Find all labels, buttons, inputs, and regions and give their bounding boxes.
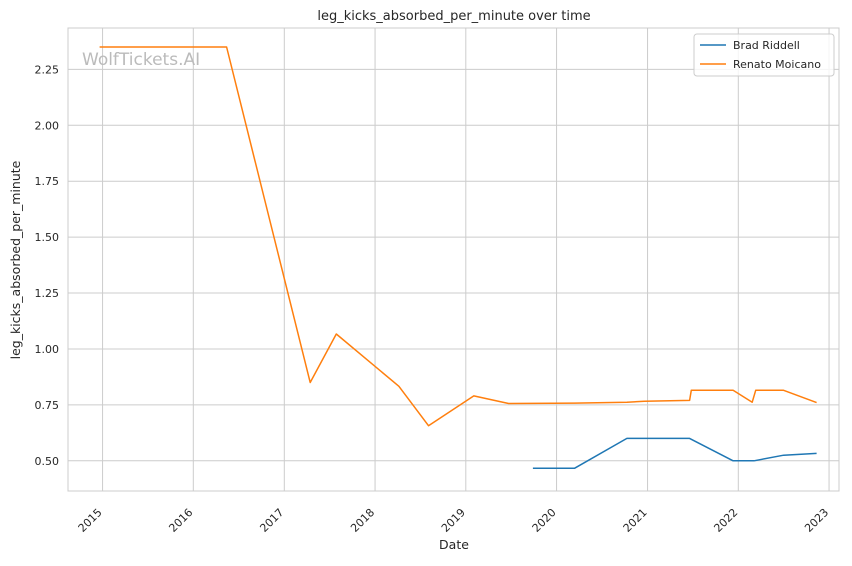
grid <box>68 28 839 491</box>
x-tick-label: 2022 <box>711 506 740 535</box>
x-tick-label: 2020 <box>530 506 559 535</box>
x-tick-label: 2023 <box>802 506 831 535</box>
y-tick-label: 2.25 <box>35 63 60 76</box>
y-tick-labels: 0.50 0.75 1.00 1.25 1.50 1.75 2.00 2.25 <box>35 63 60 467</box>
y-tick-label: 1.75 <box>35 175 60 188</box>
series-line-brad-riddell <box>532 437 817 469</box>
plot-background <box>68 28 839 491</box>
y-tick-label: 0.50 <box>35 455 60 468</box>
x-tick-label: 2016 <box>166 506 195 535</box>
legend-label: Renato Moicano <box>733 58 821 71</box>
y-tick-label: 1.25 <box>35 287 60 300</box>
y-tick-label: 2.00 <box>35 119 60 132</box>
x-tick-label: 2018 <box>348 506 377 535</box>
y-tick-label: 0.75 <box>35 399 60 412</box>
series-layer <box>99 46 817 469</box>
x-tick-label: 2019 <box>439 506 468 535</box>
y-axis-label: leg_kicks_absorbed_per_minute <box>8 160 23 359</box>
x-tick-label: 2021 <box>621 506 650 535</box>
legend-label: Brad Riddell <box>733 39 800 52</box>
chart-title: leg_kicks_absorbed_per_minute over time <box>317 9 590 24</box>
series-line-renato-moicano <box>99 46 817 427</box>
legend: Brad Riddell Renato Moicano <box>693 33 835 77</box>
plot-frame <box>67 27 840 492</box>
x-tick-labels: 2015 2016 2017 2018 2019 2020 2021 2022 2023 <box>76 506 831 535</box>
legend-box <box>693 33 835 77</box>
y-tick-label: 1.00 <box>35 343 60 356</box>
x-tick-label: 2017 <box>257 506 286 535</box>
watermark: WolfTickets.AI <box>82 50 200 70</box>
x-tick-label: 2015 <box>76 506 105 535</box>
y-tick-label: 1.50 <box>35 231 60 244</box>
x-axis-label: Date <box>439 537 469 552</box>
